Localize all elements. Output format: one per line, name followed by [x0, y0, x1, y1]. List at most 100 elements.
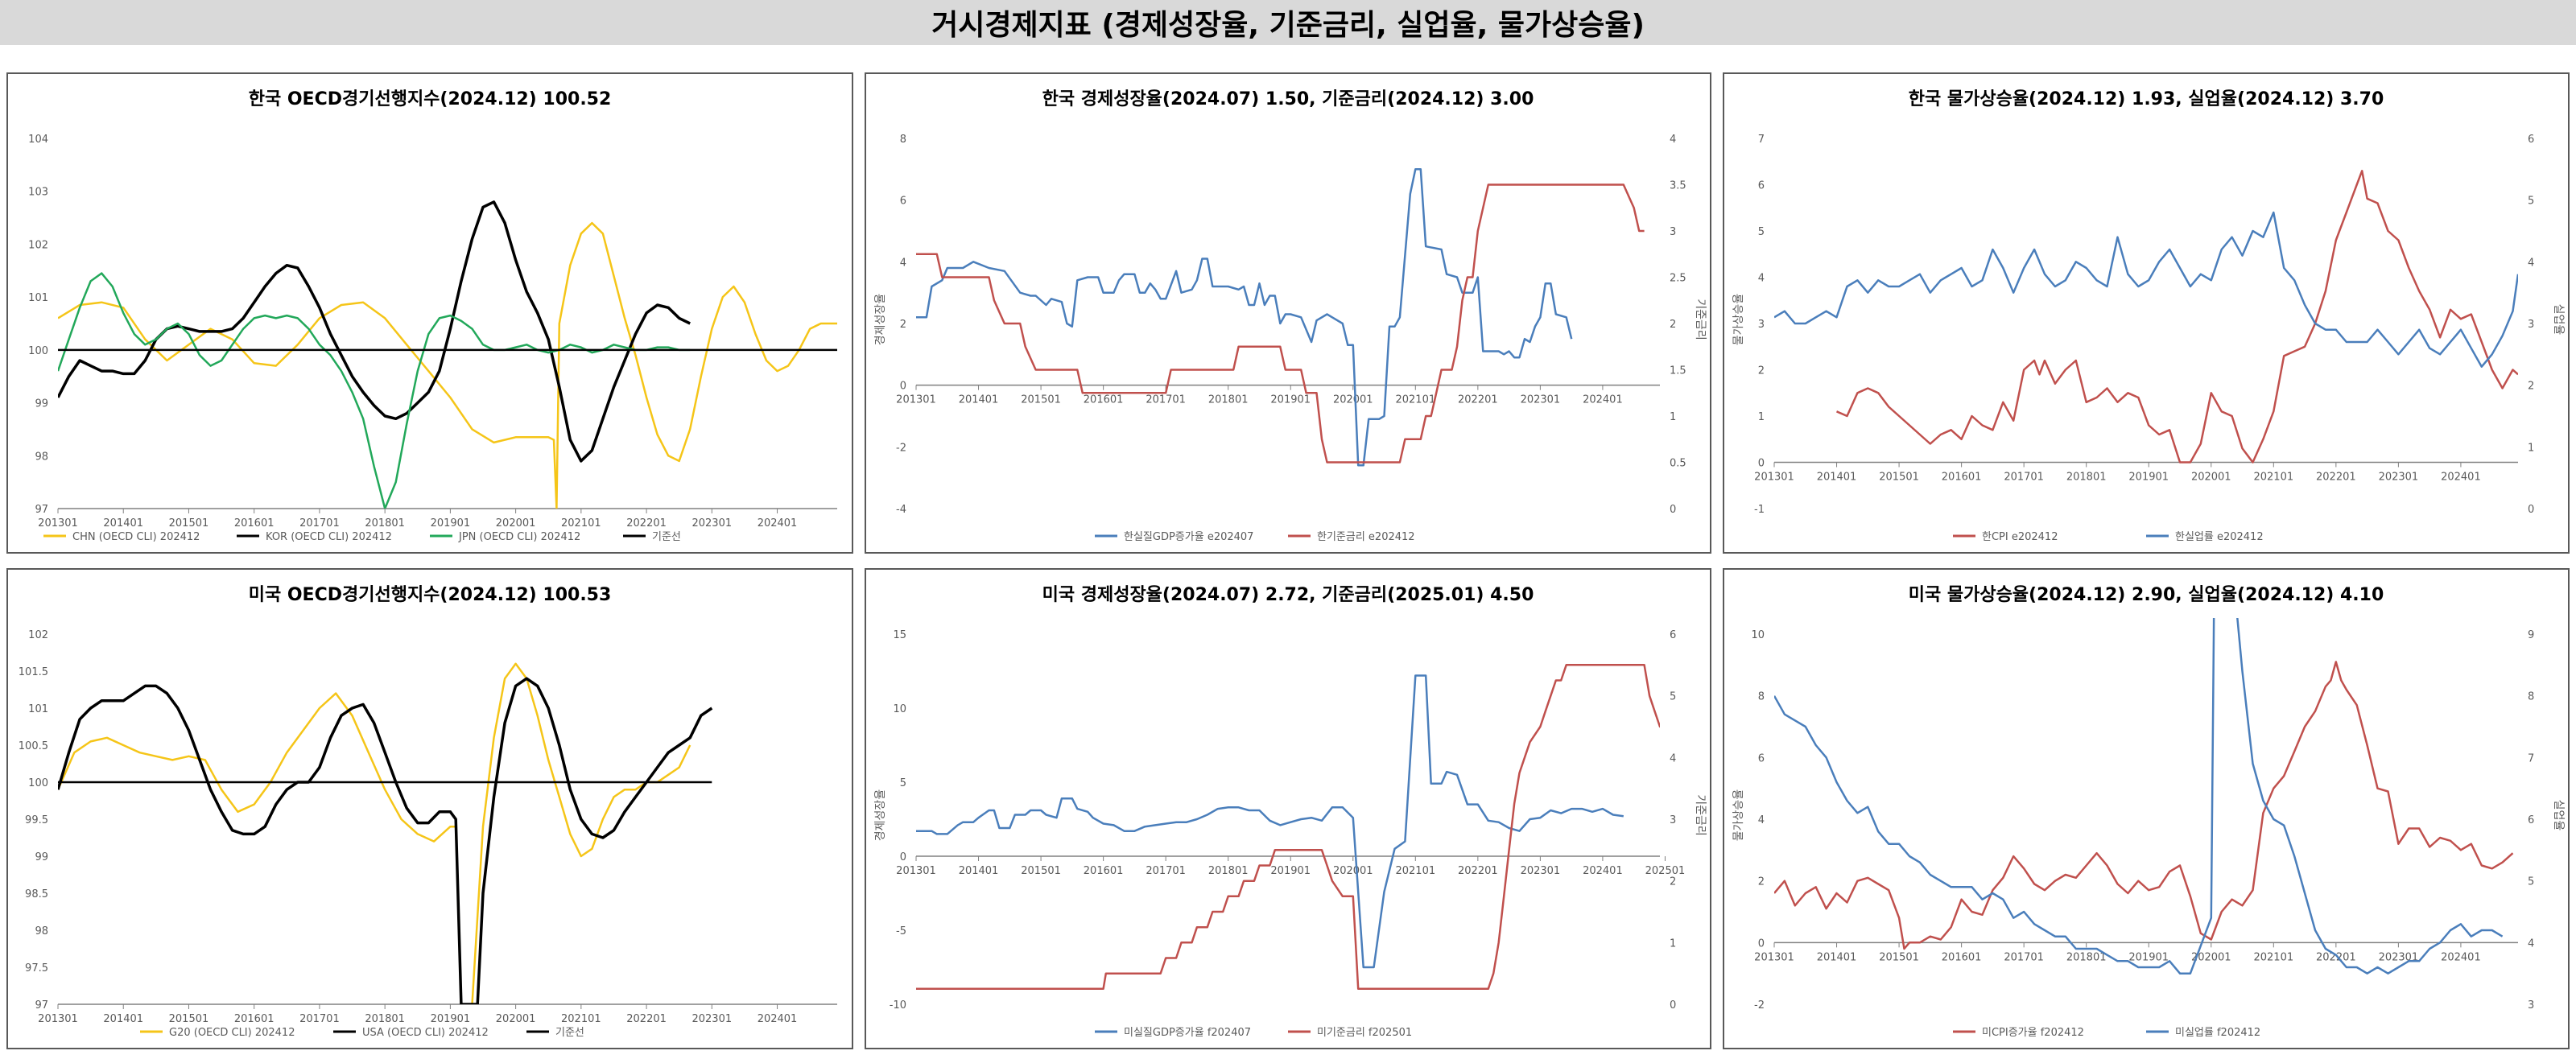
x-tick-label: 201401 — [959, 865, 999, 877]
y2-tick-label: 2 — [1670, 876, 1676, 888]
y-tick-label: 97.5 — [25, 962, 48, 975]
series-line — [58, 662, 691, 1004]
y-tick-label: 99.5 — [25, 814, 48, 826]
y-tick-label: 97 — [35, 999, 48, 1012]
y-tick-label: 5 — [900, 777, 906, 789]
y-tick-label: -2 — [1754, 999, 1765, 1012]
x-tick-label: 201501 — [169, 1013, 209, 1025]
x-tick-label: 202401 — [758, 517, 798, 530]
y-axis-label: 물가상승율 — [1732, 294, 1745, 346]
x-tick-label: 201801 — [1208, 394, 1249, 406]
y2-tick-label: 1.5 — [1670, 365, 1686, 377]
chart-svg: 한국 물가상승율(2024.12) 1.93, 실업율(2024.12) 3.7… — [1732, 89, 2565, 543]
series-line — [916, 183, 1645, 464]
x-tick-label: 201601 — [1942, 472, 1982, 484]
x-tick-label: 202301 — [691, 1013, 732, 1025]
y-axis-label: 경제성장율 — [874, 789, 887, 842]
x-tick-label: 201301 — [1754, 951, 1794, 963]
x-tick-label: 201301 — [896, 394, 936, 406]
x-tick-label: 202101 — [561, 1013, 601, 1025]
x-tick-label: 201801 — [365, 517, 405, 530]
legend-label: CHN (OECD CLI) 202412 — [72, 531, 200, 543]
y-tick-label: 0 — [900, 381, 906, 393]
y2-tick-label: 4 — [2528, 937, 2534, 950]
x-tick-label: 201301 — [896, 865, 936, 877]
x-tick-label: 201901 — [2128, 472, 2169, 484]
x-tick-label: 202401 — [1583, 394, 1623, 406]
x-tick-label: 201901 — [1270, 865, 1311, 877]
x-tick-label: 201401 — [1817, 472, 1857, 484]
x-tick-label: 201601 — [234, 1013, 275, 1025]
y-tick-label: -10 — [890, 999, 906, 1012]
y-tick-label: 98.5 — [25, 888, 48, 900]
y-tick-label: 10 — [1751, 629, 1765, 641]
y-tick-label: 104 — [28, 134, 48, 146]
y-tick-label: 99 — [35, 398, 48, 410]
y-tick-label: 7 — [1758, 134, 1765, 146]
x-tick-label: 201601 — [1942, 951, 1982, 963]
chart-svg: 한국 경제성장율(2024.07) 1.50, 기준금리(2024.12) 3.… — [874, 89, 1707, 543]
y-tick-label: -2 — [896, 442, 906, 454]
legend-label: 기준선 — [652, 531, 681, 543]
x-tick-label: 201301 — [38, 517, 78, 530]
y-tick-label: 102 — [28, 239, 48, 251]
y2-tick-label: 1 — [1670, 937, 1676, 950]
series-line — [58, 272, 691, 509]
x-tick-label: 201401 — [1817, 951, 1857, 963]
x-tick-label: 202101 — [1395, 865, 1435, 877]
x-tick-label: 201501 — [1021, 865, 1061, 877]
x-tick-label: 201301 — [1754, 472, 1794, 484]
x-tick-label: 202101 — [2253, 951, 2293, 963]
y-tick-label: 101 — [28, 292, 48, 304]
y-tick-label: 2 — [900, 319, 906, 331]
y-tick-label: 8 — [900, 134, 906, 146]
y2-axis-label: 실업율 — [2552, 304, 2565, 336]
x-tick-label: 202001 — [496, 517, 536, 530]
chart-title: 미국 경제성장율(2024.07) 2.72, 기준금리(2025.01) 4.… — [1042, 585, 1534, 605]
y2-tick-label: 2 — [2528, 381, 2534, 393]
legend-label: KOR (OECD CLI) 202412 — [266, 531, 392, 543]
y-tick-label: 2 — [1758, 876, 1765, 888]
y-tick-label: 99 — [35, 851, 48, 863]
y2-tick-label: 3 — [2528, 319, 2534, 331]
y2-tick-label: 6 — [2528, 134, 2534, 146]
series-line — [1835, 170, 2518, 464]
y2-tick-label: 3 — [1670, 814, 1676, 826]
x-tick-label: 202001 — [496, 1013, 536, 1025]
y2-tick-label: 3.5 — [1670, 180, 1686, 192]
y-tick-label: -1 — [1754, 504, 1765, 516]
x-tick-label: 201701 — [1146, 865, 1186, 877]
chart-panel-kr-cpi-unemployment: 한국 물가상승율(2024.12) 1.93, 실업율(2024.12) 3.7… — [1723, 72, 2570, 554]
x-tick-label: 202001 — [1333, 394, 1373, 406]
series-line — [916, 664, 1660, 991]
x-tick-label: 201501 — [1879, 951, 1919, 963]
y2-axis-label: 실업율 — [2552, 800, 2565, 831]
page-title: 거시경제지표 (경제성장율, 기준금리, 실업율, 물가상승율) — [931, 9, 1645, 42]
x-tick-label: 202301 — [1521, 865, 1561, 877]
y2-tick-label: 4 — [1670, 752, 1676, 764]
y-tick-label: 3 — [1758, 319, 1765, 331]
x-tick-label: 201901 — [2128, 951, 2169, 963]
y-tick-label: 6 — [1758, 180, 1765, 192]
y2-tick-label: 7 — [2528, 752, 2534, 764]
series-line — [916, 674, 1624, 969]
x-tick-label: 201901 — [431, 1013, 471, 1025]
x-tick-label: 201801 — [365, 1013, 405, 1025]
x-tick-label: 202001 — [2191, 472, 2231, 484]
legend-label: G20 (OECD CLI) 202412 — [169, 1027, 295, 1039]
legend-label: USA (OECD CLI) 202412 — [362, 1027, 489, 1039]
chart-panel-kr-oecd-cli: 한국 OECD경기선행지수(2024.12) 100.52 97 98 99 100 10… — [6, 72, 853, 554]
chart-svg: 한국 OECD경기선행지수(2024.12) 100.52 97 98 99 100 10… — [28, 89, 837, 543]
y-tick-label: 15 — [893, 629, 906, 641]
y2-tick-label: 3 — [1670, 226, 1676, 238]
y-tick-label: 2 — [1758, 365, 1765, 377]
x-tick-label: 201601 — [1084, 865, 1124, 877]
x-tick-label: 201701 — [1146, 394, 1186, 406]
y-axis-label: 물가상승율 — [1732, 789, 1745, 842]
y2-tick-label: 0 — [1670, 999, 1676, 1012]
y-tick-label: 98 — [35, 451, 48, 463]
series-line — [916, 168, 1573, 467]
series-line — [58, 677, 713, 1004]
series-line — [1774, 211, 2518, 368]
chart-panel-kr-gdp-rate: 한국 경제성장율(2024.07) 1.50, 기준금리(2024.12) 3.… — [865, 72, 1711, 554]
